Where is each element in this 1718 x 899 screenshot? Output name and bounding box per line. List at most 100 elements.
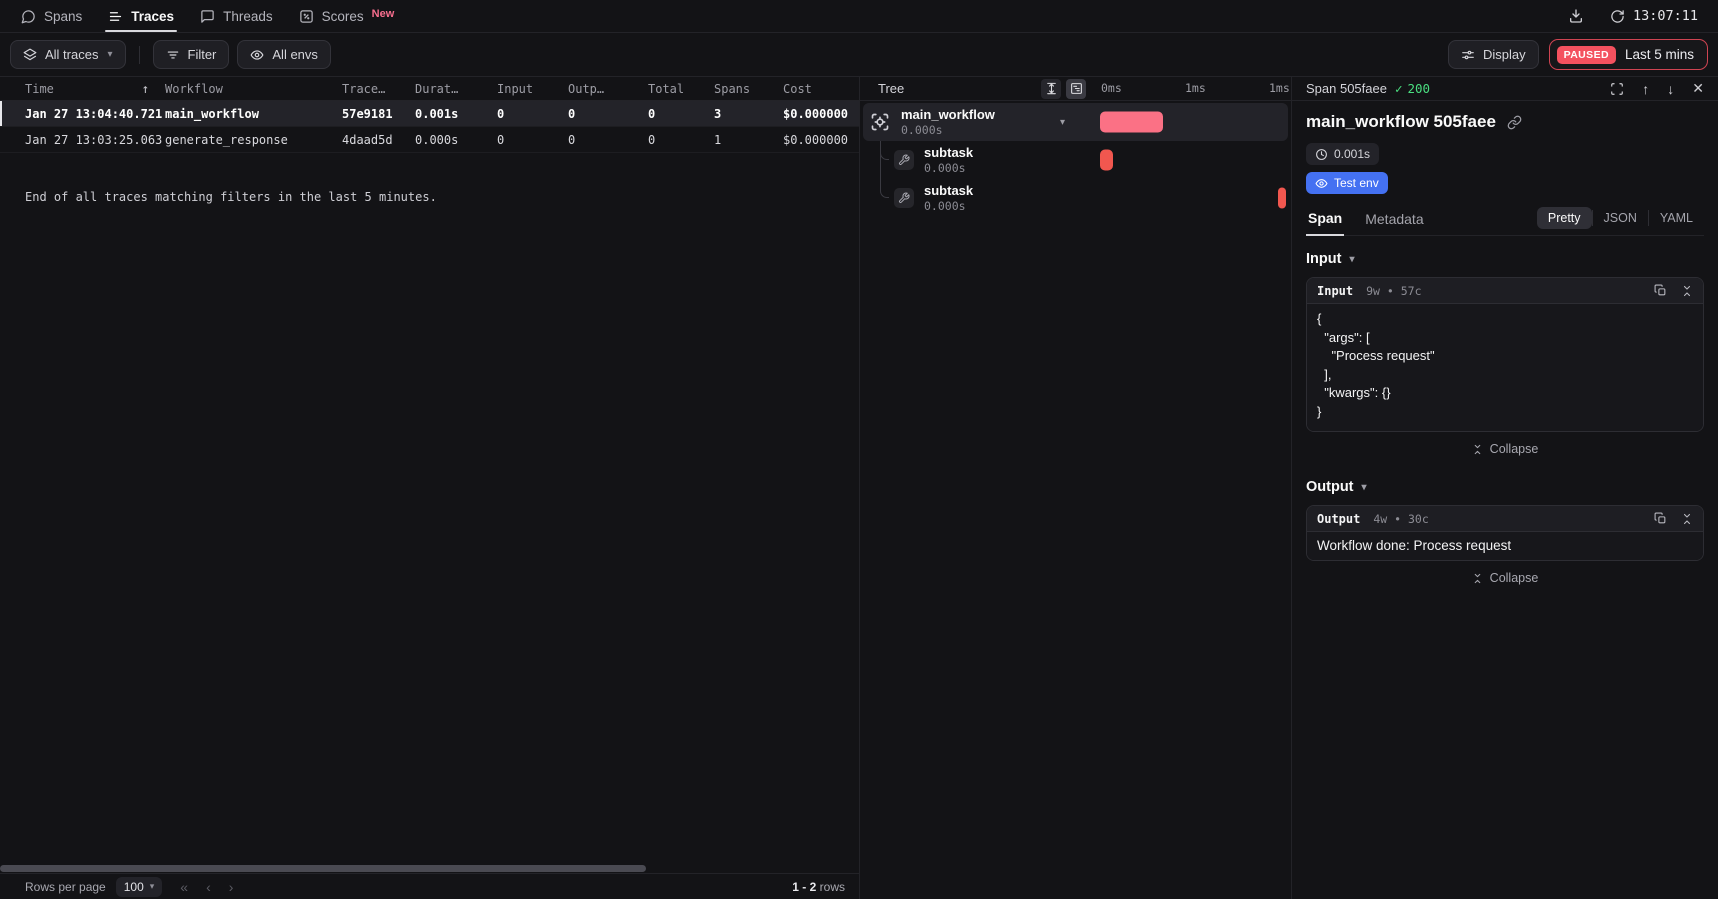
traces-icon	[108, 9, 123, 24]
tab-threads[interactable]: Threads	[187, 0, 286, 32]
node-name: subtask	[924, 183, 974, 198]
collapse-box-icon[interactable]	[1681, 285, 1693, 297]
tab-traces-label: Traces	[131, 8, 175, 24]
rows-count: 1 - 2 rows	[792, 880, 845, 894]
expand-panel-button[interactable]	[1610, 82, 1624, 96]
cell-workflow: main_workflow	[165, 106, 259, 121]
envs-dropdown[interactable]: All envs	[237, 40, 331, 69]
first-page-button[interactable]: «	[180, 878, 189, 895]
check-icon: ✓	[1394, 81, 1403, 96]
collapse-node-icon[interactable]: ▾	[1060, 117, 1066, 128]
environment-badge[interactable]: Test env	[1306, 172, 1388, 194]
output-section-label: Output	[1306, 479, 1354, 495]
fold-icon	[1472, 573, 1483, 584]
tab-spans[interactable]: Spans	[8, 0, 95, 32]
column-header-spans[interactable]: Spans	[714, 81, 751, 96]
clock-readout: 13:07:11	[1632, 8, 1698, 24]
workflow-icon	[869, 111, 891, 133]
rows-per-page-dropdown[interactable]: 100 ▾	[115, 876, 163, 897]
output-box: Output 4w • 30c Workflow done: Process r…	[1306, 505, 1704, 561]
tree-body: main_workflow 0.000s ▾ subtask 0.000s su…	[860, 101, 1291, 219]
format-json[interactable]: JSON	[1603, 211, 1637, 225]
copy-link-icon[interactable]	[1507, 115, 1522, 130]
tree-connector-line	[880, 138, 881, 189]
prev-span-button[interactable]: ↑	[1642, 80, 1650, 97]
tree-node-subtask[interactable]: subtask 0.000s	[863, 179, 1288, 217]
cell-cost: $0.000000	[783, 132, 849, 147]
chevron-down-icon: ▾	[1361, 481, 1367, 493]
prev-page-button[interactable]: ‹	[206, 878, 211, 895]
tree-node-subtask[interactable]: subtask 0.000s	[863, 141, 1288, 179]
next-page-button[interactable]: ›	[228, 878, 234, 895]
sort-asc-icon[interactable]: ↑	[141, 81, 149, 96]
trace-tree-panel: Tree 0ms 1ms 1ms main_workflow 0.000s	[860, 77, 1292, 899]
ruler-tick: 1ms	[1185, 81, 1206, 95]
tree-node-main-workflow[interactable]: main_workflow 0.000s ▾	[863, 103, 1288, 141]
output-section-header[interactable]: Output ▾	[1306, 479, 1704, 495]
toolbar: All traces ▾ Filter All envs Display PAU…	[0, 33, 1718, 77]
tab-metadata[interactable]: Metadata	[1365, 211, 1424, 227]
output-collapse-button[interactable]: Collapse	[1306, 561, 1704, 585]
tree-title: Tree	[878, 81, 905, 96]
format-pretty[interactable]: Pretty	[1536, 207, 1592, 229]
copy-icon[interactable]	[1654, 512, 1667, 525]
close-panel-button[interactable]: ✕	[1692, 80, 1704, 96]
tab-traces[interactable]: Traces	[95, 0, 187, 32]
cell-input: 0	[497, 106, 505, 121]
input-collapse-button[interactable]: Collapse	[1306, 432, 1704, 456]
collapse-label: Collapse	[1489, 442, 1539, 456]
unfold-rows-button[interactable]	[1041, 78, 1061, 99]
time-range-button[interactable]: PAUSED Last 5 mins	[1548, 39, 1708, 70]
column-header-duration[interactable]: Durat…	[415, 81, 459, 96]
collapse-box-icon[interactable]	[1681, 513, 1693, 525]
scrollbar-thumb[interactable]	[0, 865, 646, 872]
traces-table-panel: Time ↑ Workflow Trace… Durat… Input Outp…	[0, 77, 860, 899]
span-title: main_workflow 505faee	[1306, 112, 1496, 131]
format-divider	[1591, 210, 1593, 226]
column-header-total[interactable]: Total	[648, 81, 685, 96]
timeline-view-toggle[interactable]	[1066, 78, 1086, 99]
column-header-time[interactable]: Time ↑	[25, 81, 165, 96]
traces-scope-label: All traces	[45, 47, 99, 62]
toolbar-divider	[138, 45, 140, 64]
format-yaml[interactable]: YAML	[1659, 211, 1693, 225]
format-switcher: Pretty JSON YAML	[1536, 207, 1704, 229]
tab-span[interactable]: Span	[1306, 210, 1345, 236]
span-detail-panel: Span 505faee ✓ 200 ↑ ↓ ✕ main_workflow 5…	[1292, 77, 1718, 899]
refresh-button[interactable]: 13:07:11	[1610, 8, 1698, 24]
node-name: subtask	[924, 145, 974, 160]
span-header-title: Span 505faee	[1306, 81, 1387, 96]
cell-output: 0	[568, 106, 576, 121]
download-button[interactable]	[1568, 8, 1584, 24]
span-timeline-bar	[1100, 149, 1114, 171]
next-span-button[interactable]: ↓	[1667, 80, 1675, 97]
table-row[interactable]: Jan 27 13:03:25.063 generate_response 4d…	[0, 127, 859, 153]
input-section-header[interactable]: Input ▾	[1306, 251, 1704, 267]
column-header-trace[interactable]: Trace…	[342, 81, 386, 96]
cell-input: 0	[497, 132, 505, 147]
traces-scope-dropdown[interactable]: All traces ▾	[10, 40, 126, 69]
tab-scores[interactable]: Scores New	[286, 0, 408, 32]
column-header-input[interactable]: Input	[497, 81, 534, 96]
end-of-traces-message: End of all traces matching filters in th…	[25, 190, 437, 204]
paused-badge: PAUSED	[1556, 45, 1616, 64]
tree-connector-elbow	[880, 188, 889, 198]
tab-spans-label: Spans	[44, 8, 83, 24]
display-button[interactable]: Display	[1447, 40, 1539, 69]
table-header: Time ↑ Workflow Trace… Durat… Input Outp…	[0, 77, 859, 101]
column-header-workflow[interactable]: Workflow	[165, 81, 223, 96]
column-header-cost[interactable]: Cost	[783, 81, 812, 96]
output-content: Workflow done: Process request	[1307, 532, 1703, 560]
threads-icon	[200, 9, 215, 24]
input-box: Input 9w • 57c { "args": [ "Process requ…	[1306, 277, 1704, 432]
status-code: 200	[1407, 81, 1431, 96]
copy-icon[interactable]	[1654, 284, 1667, 297]
filter-button[interactable]: Filter	[152, 40, 230, 69]
column-header-output[interactable]: Outp…	[568, 81, 605, 96]
scores-icon	[299, 9, 314, 24]
fold-icon	[1472, 444, 1483, 455]
output-size-meta: 4w • 30c	[1373, 511, 1429, 526]
detail-tabs: Span Metadata Pretty JSON YAML	[1306, 207, 1704, 236]
table-row[interactable]: Jan 27 13:04:40.721 main_workflow 57e918…	[0, 101, 859, 127]
rows-range-label: rows	[819, 879, 845, 894]
